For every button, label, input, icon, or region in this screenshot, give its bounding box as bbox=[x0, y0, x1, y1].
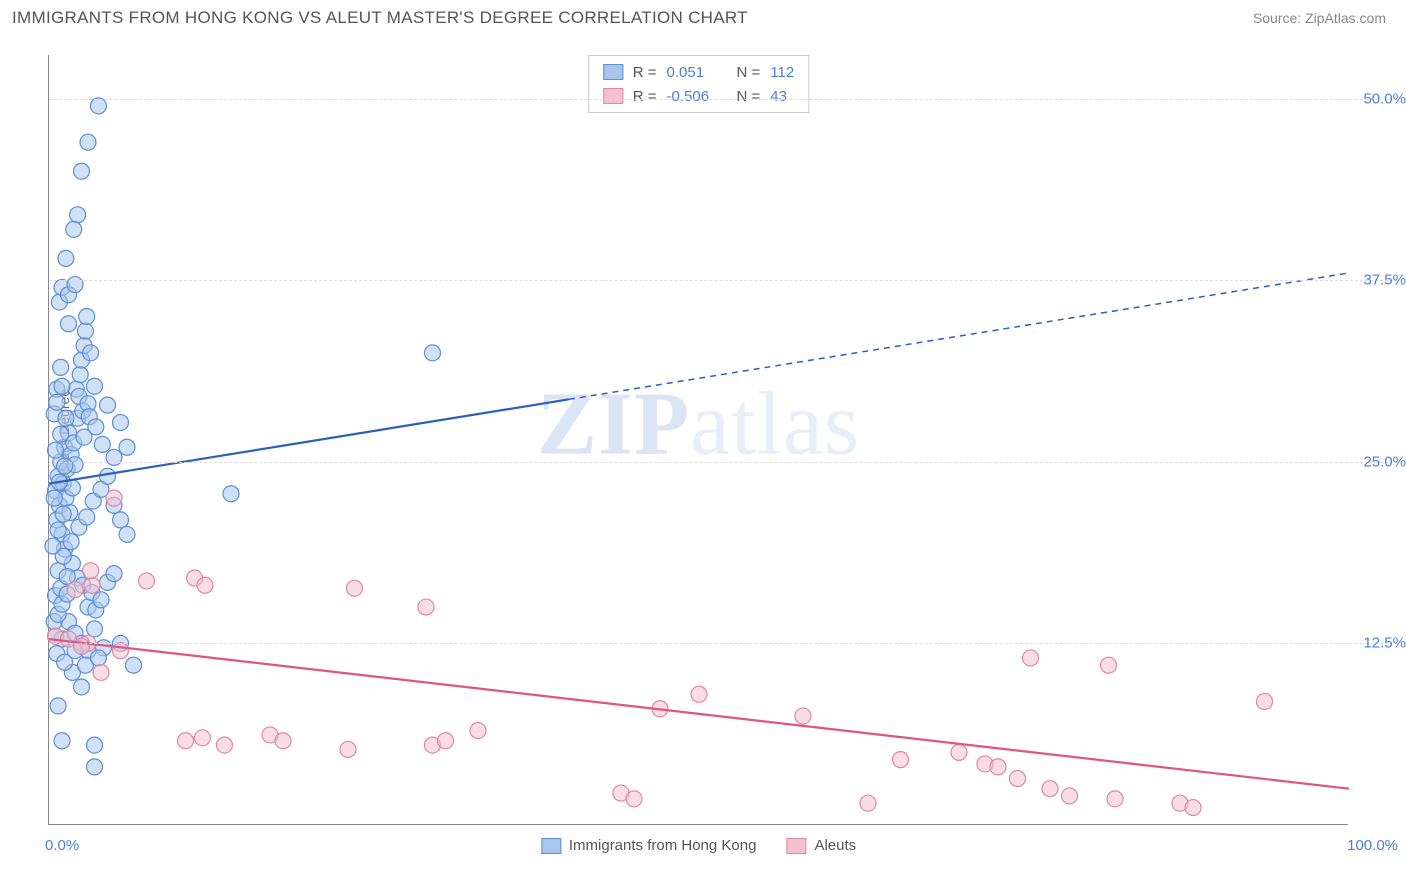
r-value-hk: 0.051 bbox=[667, 64, 727, 81]
legend-row-hk: R = 0.051 N = 112 bbox=[603, 60, 794, 84]
legend-swatch-bottom-hk bbox=[541, 838, 561, 854]
correlation-legend: R = 0.051 N = 112 R = -0.506 N = 43 bbox=[588, 55, 809, 113]
legend-swatch-bottom-aleut bbox=[786, 838, 806, 854]
x-tick-0: 0.0% bbox=[45, 837, 79, 854]
gridline bbox=[49, 643, 1398, 644]
r-value-aleut: -0.506 bbox=[667, 88, 727, 105]
legend-item-aleut: Aleuts bbox=[786, 837, 856, 854]
legend-row-aleut: R = -0.506 N = 43 bbox=[603, 84, 794, 108]
gridline bbox=[49, 462, 1398, 463]
x-tick-100: 100.0% bbox=[1347, 837, 1398, 854]
source-attribution: Source: ZipAtlas.com bbox=[1253, 10, 1386, 26]
y-tick-label: 12.5% bbox=[1363, 635, 1406, 652]
legend-swatch-hk bbox=[603, 64, 623, 80]
chart-plot-area: ZIPatlas Master's Degree R = 0.051 N = 1… bbox=[48, 55, 1348, 825]
legend-item-hk: Immigrants from Hong Kong bbox=[541, 837, 757, 854]
n-value-hk: 112 bbox=[770, 64, 794, 81]
legend-label-aleut: Aleuts bbox=[814, 837, 856, 854]
gridline bbox=[49, 99, 1398, 100]
legend-swatch-aleut bbox=[603, 88, 623, 104]
y-tick-label: 25.0% bbox=[1363, 453, 1406, 470]
y-tick-label: 37.5% bbox=[1363, 272, 1406, 289]
scatter-plot-svg bbox=[49, 55, 1348, 824]
y-tick-label: 50.0% bbox=[1363, 90, 1406, 107]
legend-label-hk: Immigrants from Hong Kong bbox=[569, 837, 757, 854]
gridline bbox=[49, 280, 1398, 281]
series-legend: Immigrants from Hong Kong Aleuts bbox=[541, 837, 856, 854]
chart-title: IMMIGRANTS FROM HONG KONG VS ALEUT MASTE… bbox=[12, 8, 748, 28]
n-value-aleut: 43 bbox=[770, 88, 787, 105]
chart-header: IMMIGRANTS FROM HONG KONG VS ALEUT MASTE… bbox=[0, 0, 1406, 32]
